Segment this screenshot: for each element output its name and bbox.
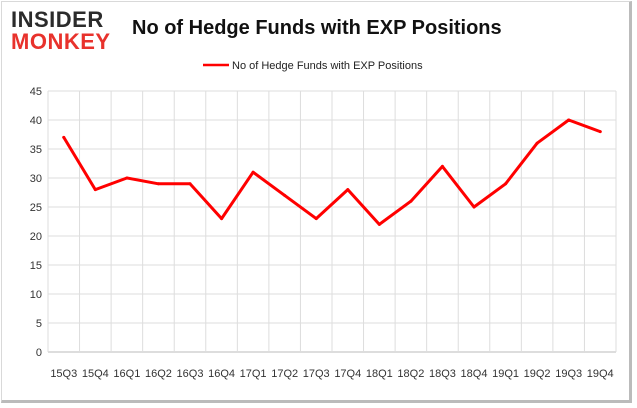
- x-tick-label: 18Q3: [429, 368, 456, 380]
- y-tick-label: 45: [30, 86, 42, 98]
- series-line: [62, 118, 602, 226]
- y-tick-label: 25: [30, 202, 42, 214]
- data-point: [156, 182, 160, 186]
- data-point: [346, 188, 350, 192]
- data-point: [251, 170, 255, 174]
- data-point: [283, 193, 287, 197]
- data-point: [220, 217, 224, 221]
- logo-line-2: MONKEY: [11, 29, 111, 54]
- data-point: [125, 176, 129, 180]
- data-point: [472, 205, 476, 209]
- x-tick-label: 16Q3: [177, 368, 204, 380]
- insider-monkey-logo: INSIDER MONKEY: [11, 8, 123, 54]
- x-tick-label: 19Q3: [555, 368, 582, 380]
- legend-label: No of Hedge Funds with EXP Positions: [232, 60, 423, 72]
- data-point: [409, 199, 413, 203]
- y-tick-label: 20: [30, 231, 42, 243]
- x-tick-label: 18Q1: [366, 368, 393, 380]
- y-axis-ticks: 0 5 10 15 20 25 30 35 40 45: [30, 86, 42, 359]
- data-point: [567, 118, 571, 122]
- y-tick-label: 0: [36, 347, 42, 359]
- y-tick-label: 30: [30, 173, 42, 185]
- x-tick-label: 16Q1: [113, 368, 140, 380]
- data-point: [535, 141, 539, 145]
- x-tick-label: 17Q1: [240, 368, 267, 380]
- x-tick-label: 17Q3: [303, 368, 330, 380]
- data-point: [377, 222, 381, 226]
- y-tick-label: 15: [30, 260, 42, 272]
- data-point: [93, 188, 97, 192]
- y-tick-label: 5: [36, 318, 42, 330]
- x-tick-label: 17Q2: [271, 368, 298, 380]
- data-point: [62, 135, 66, 139]
- y-tick-label: 40: [30, 115, 42, 127]
- y-tick-label: 35: [30, 144, 42, 156]
- x-axis-ticks: 15Q3 15Q4 16Q1 16Q2 16Q3 16Q4 17Q1 17Q2 17Q3 17Q4…: [50, 368, 613, 380]
- data-point: [314, 217, 318, 221]
- x-tick-label: 19Q2: [524, 368, 551, 380]
- chart-frame: INSIDER MONKEY No of Hedge Funds with EX…: [1, 1, 632, 403]
- data-point: [504, 182, 508, 186]
- data-point: [598, 130, 602, 134]
- x-tick-label: 18Q4: [461, 368, 488, 380]
- x-tick-label: 17Q4: [334, 368, 361, 380]
- gridlines: [47, 90, 617, 353]
- y-tick-label: 10: [30, 289, 42, 301]
- x-tick-label: 16Q2: [145, 368, 172, 380]
- logo-line-1: INSIDER: [11, 7, 104, 32]
- legend: No of Hedge Funds with EXP Positions: [203, 60, 423, 72]
- x-tick-label: 15Q4: [82, 368, 109, 380]
- x-tick-label: 19Q1: [492, 368, 519, 380]
- x-tick-label: 19Q4: [587, 368, 614, 380]
- chart-title: No of Hedge Funds with EXP Positions: [132, 17, 502, 39]
- series-group: [62, 118, 602, 226]
- x-tick-label: 16Q4: [208, 368, 235, 380]
- x-tick-label: 15Q3: [50, 368, 77, 380]
- x-tick-label: 18Q2: [397, 368, 424, 380]
- data-point: [188, 182, 192, 186]
- data-point: [440, 164, 444, 168]
